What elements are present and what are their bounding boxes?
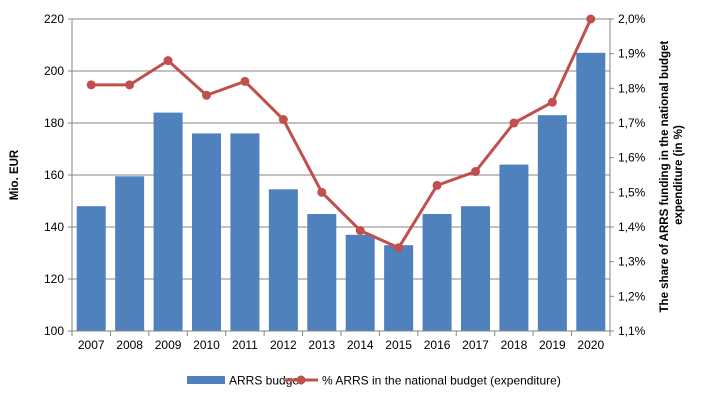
line-point xyxy=(317,187,327,197)
line-point xyxy=(432,180,442,190)
x-tick-label: 2015 xyxy=(385,338,412,352)
y-right-tick-label: 1,1% xyxy=(618,324,646,338)
x-tick-label: 2008 xyxy=(116,338,143,352)
line-point xyxy=(547,97,557,107)
x-tick-label: 2009 xyxy=(155,338,182,352)
x-tick-label: 2010 xyxy=(193,338,220,352)
y-axis-right-title-line-2: expenditure (in %) xyxy=(673,125,685,225)
y-left-tick-label: 220 xyxy=(44,12,64,26)
line-point xyxy=(394,243,404,253)
line-point xyxy=(240,76,250,86)
bar xyxy=(384,245,414,331)
bar xyxy=(422,214,452,331)
line-point xyxy=(471,167,480,177)
line-point xyxy=(125,80,135,90)
y-left-tick-label: 180 xyxy=(44,116,64,130)
bar xyxy=(230,133,260,331)
y-left-tick-label: 140 xyxy=(44,220,64,234)
bar xyxy=(115,176,145,331)
legend: ARRS budget % ARRS in the national budge… xyxy=(187,374,561,388)
y-left-tick-label: 200 xyxy=(44,64,64,78)
y-left-tick-label: 160 xyxy=(44,168,64,182)
y-axis-right-title-line-1: The share of ARRS funding in the nationa… xyxy=(659,41,671,313)
y-right-tick-label: 1,8% xyxy=(618,81,646,95)
x-tick-label: 2019 xyxy=(539,338,566,352)
x-tick-label: 2017 xyxy=(462,338,489,352)
tick-labels: 100 120 140 160 180 200 220 1,1% 1,2% 1,3% 1,4% 1,5… xyxy=(44,12,646,352)
bar xyxy=(192,133,221,331)
bar xyxy=(499,164,529,331)
y-right-tick-label: 1,2% xyxy=(618,289,646,303)
x-tick-label: 2014 xyxy=(347,338,374,352)
line-point xyxy=(355,225,365,235)
line-point xyxy=(86,80,96,90)
y-axis-left-title: Mio. EUR xyxy=(9,149,21,200)
legend-label-line: % ARRS in the national budget (expenditu… xyxy=(322,374,561,388)
y-axis-right-title: The share of ARRS funding in the nationa… xyxy=(659,38,685,313)
line-point xyxy=(202,90,211,100)
series-line xyxy=(91,18,593,250)
y-right-tick-label: 1,9% xyxy=(618,47,646,61)
legend-swatch-marker xyxy=(296,375,306,385)
bar xyxy=(307,214,337,331)
line-point xyxy=(278,115,288,125)
legend-swatch-bar xyxy=(187,376,225,384)
bar xyxy=(345,234,375,331)
line-series xyxy=(86,14,596,253)
x-tick-label: 2012 xyxy=(270,338,297,352)
bar xyxy=(268,189,298,331)
x-tick-label: 2016 xyxy=(424,338,451,352)
gridlines xyxy=(72,18,610,332)
x-tick-label: 2011 xyxy=(232,338,258,352)
x-tick-label: 2020 xyxy=(577,338,604,352)
y-right-tick-label: 1,7% xyxy=(618,116,646,130)
bar xyxy=(537,115,567,331)
y-right-tick-label: 1,4% xyxy=(618,220,646,234)
line-point xyxy=(586,14,596,24)
y-left-tick-label: 120 xyxy=(44,272,64,286)
bar-series xyxy=(76,52,606,332)
legend-label-bar: ARRS budget xyxy=(229,374,303,388)
bar xyxy=(461,206,490,331)
y-right-tick-label: 2,0% xyxy=(618,12,646,26)
x-tick-label: 2018 xyxy=(501,338,528,352)
line-point xyxy=(509,118,519,128)
line-point xyxy=(163,56,173,66)
axes xyxy=(68,18,614,336)
bar xyxy=(576,52,606,332)
y-left-tick-label: 100 xyxy=(44,324,64,338)
x-tick-label: 2013 xyxy=(308,338,335,352)
y-right-tick-label: 1,3% xyxy=(618,255,646,269)
bar xyxy=(76,206,106,331)
bar xyxy=(153,112,183,331)
y-right-tick-label: 1,6% xyxy=(618,151,646,165)
y-right-tick-label: 1,5% xyxy=(618,185,646,199)
x-tick-label: 2007 xyxy=(78,338,105,352)
